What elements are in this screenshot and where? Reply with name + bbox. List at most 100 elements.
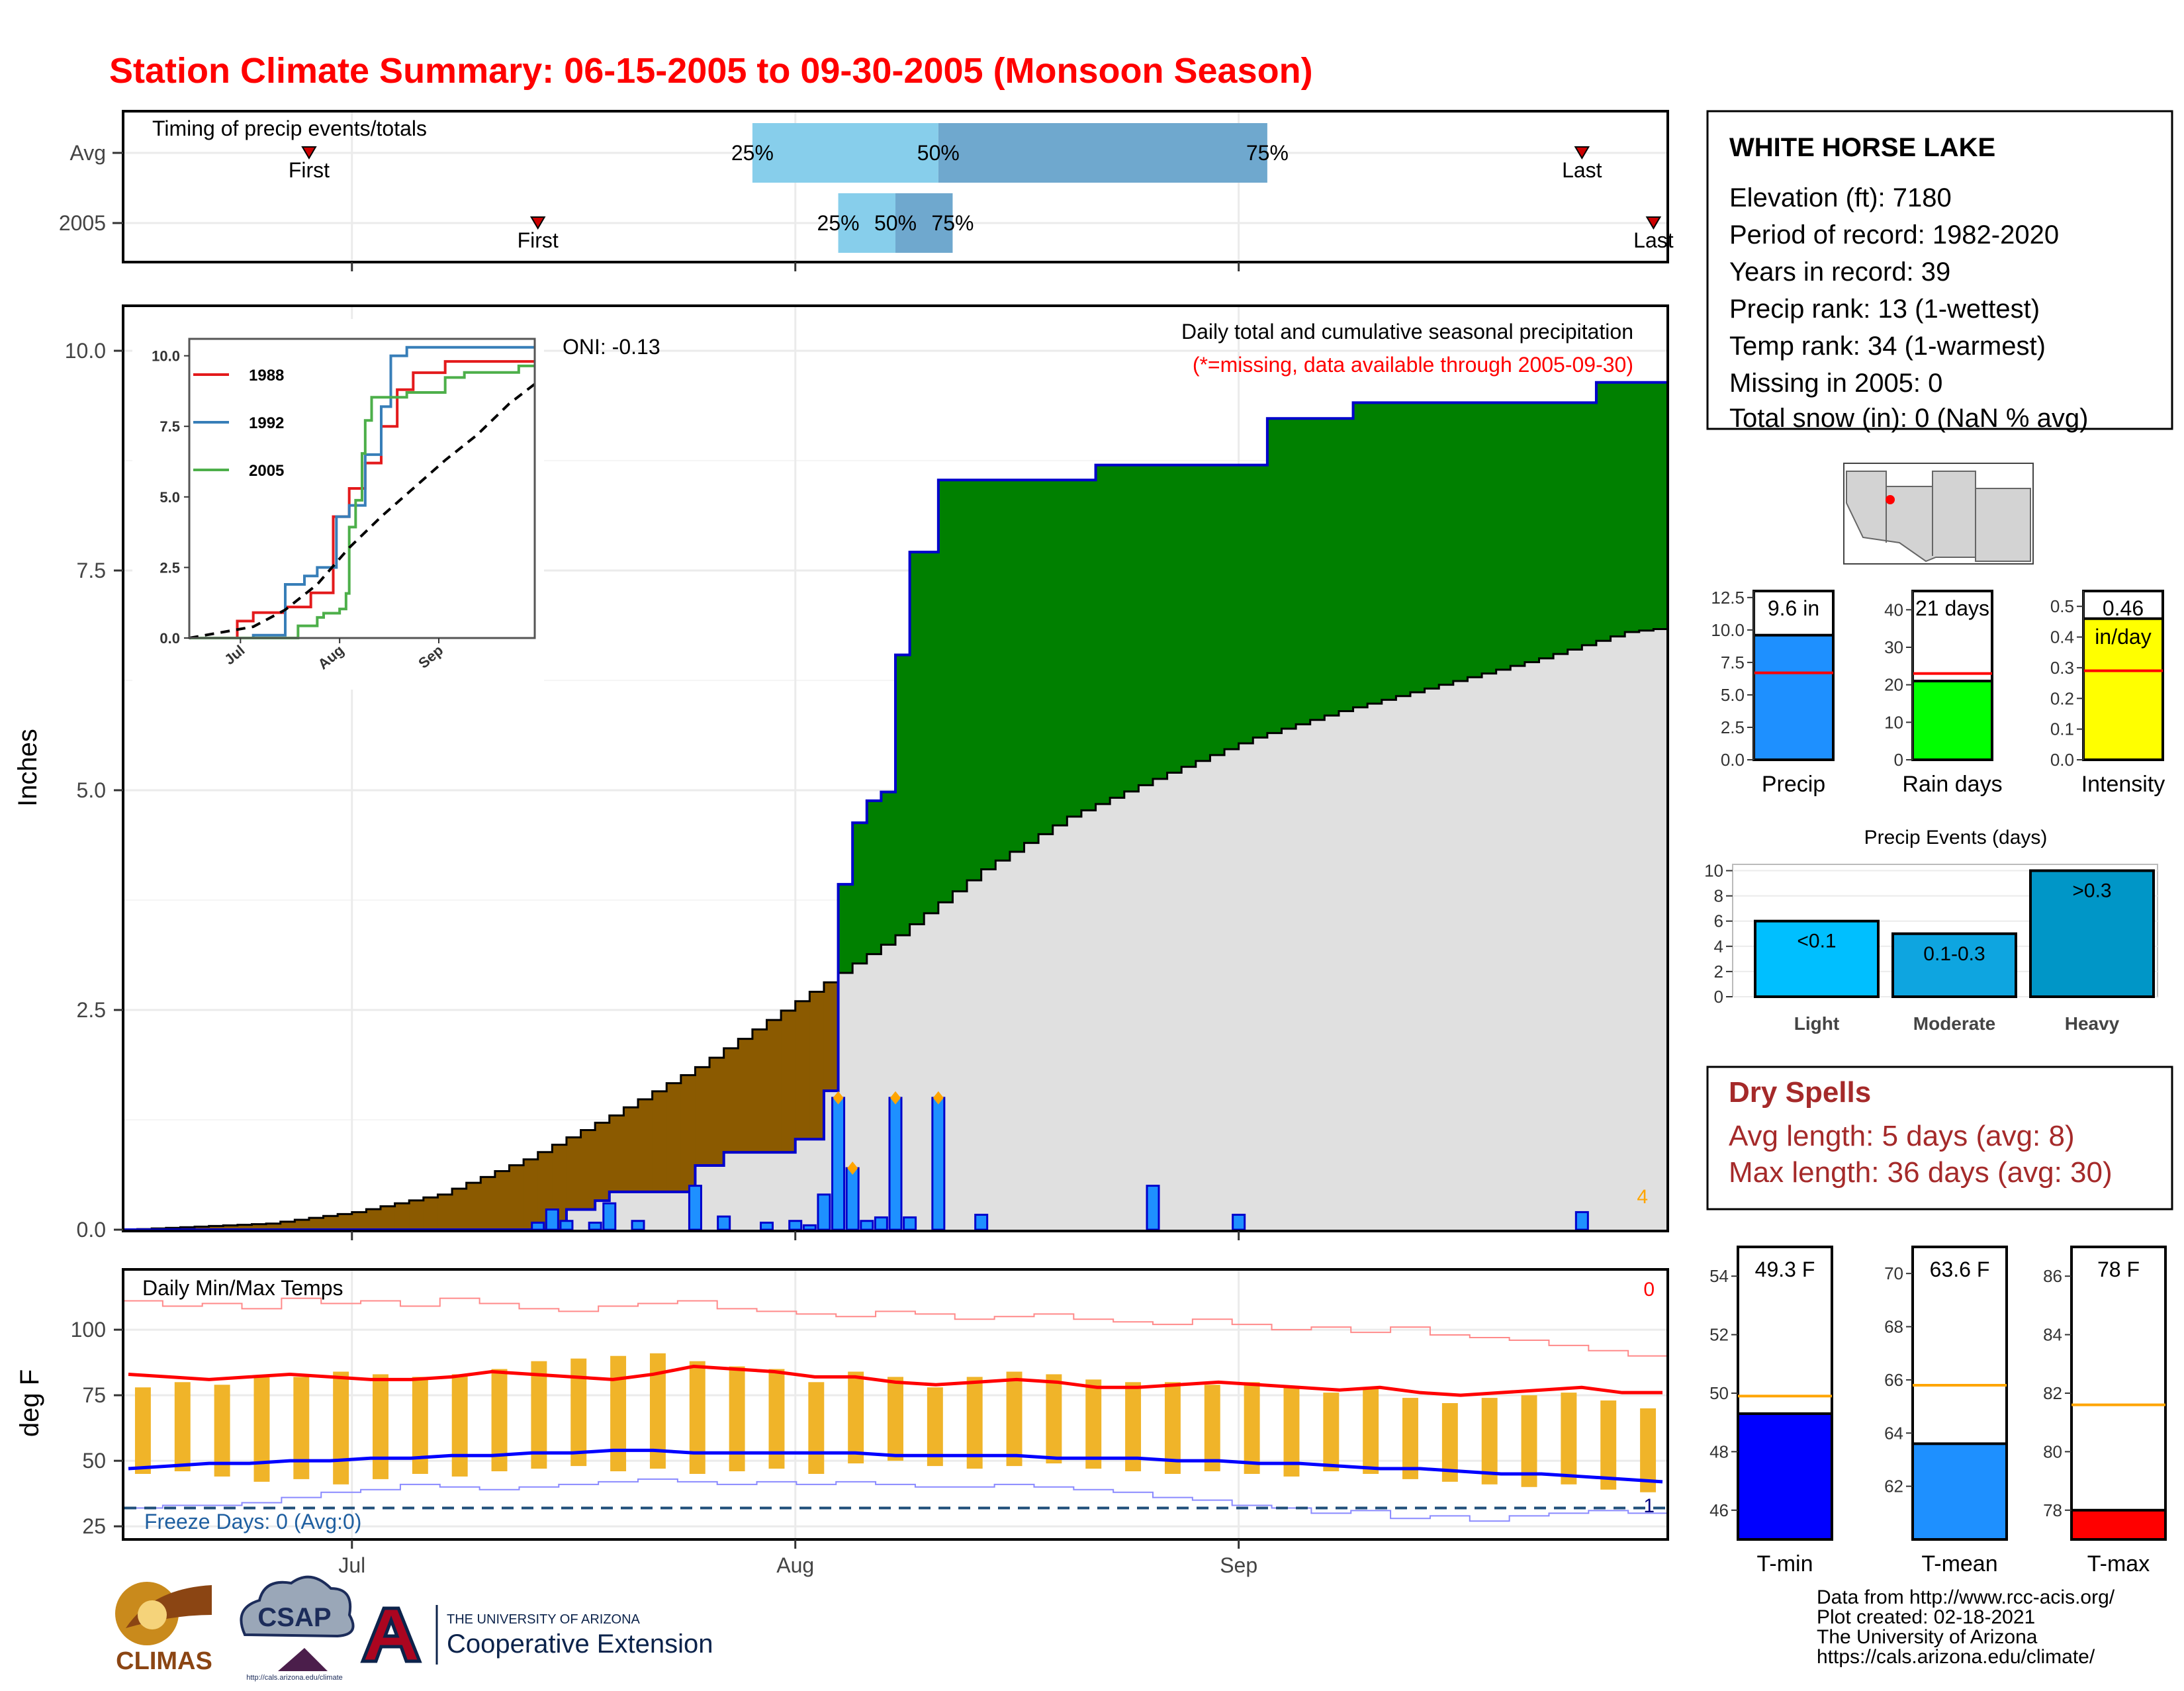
surplus-segment (1439, 402, 1454, 685)
summary-tick-label: 0 (1894, 750, 1903, 770)
deficit-segment (480, 1177, 496, 1230)
daily-temp-bar (1006, 1371, 1023, 1467)
summary-tick-label: 0.5 (2050, 596, 2074, 616)
station-line-temp-rank: Temp rank: 34 (1-warmest) (1729, 332, 2046, 361)
timing-percent-label: 50% (874, 211, 917, 235)
temp-summary-tick-label: 80 (2043, 1441, 2062, 1461)
surplus-segment (881, 792, 896, 945)
deficit-segment (566, 1137, 582, 1210)
deficit-segment (723, 1048, 739, 1153)
temp-y-tick-label: 75 (82, 1383, 106, 1407)
deficit-segment (381, 1206, 396, 1230)
temp-summary-tick-label: 82 (2043, 1383, 2062, 1403)
footer-credits: Data from http://www.rcc-acis.org/ Plot … (1817, 1586, 2115, 1668)
daily-temp-bar (689, 1361, 705, 1474)
daily-temp-bar (887, 1377, 903, 1461)
daily-precip-bar (545, 1208, 559, 1231)
daily-temp-bar (768, 1369, 785, 1469)
inset-legend-label: 1988 (249, 367, 284, 385)
surplus-segment (909, 552, 925, 925)
station-name: WHITE HORSE LAKE (1729, 133, 1995, 162)
inset-legend: 1988 1992 2005 (193, 367, 284, 480)
daily-temp-bar (729, 1366, 745, 1472)
temp-summary-value-label: 49.3 F (1755, 1257, 1815, 1281)
summary-tick-label: 30 (1884, 637, 1903, 657)
flag-marker-icon (933, 1091, 944, 1105)
deficit-segment (323, 1216, 338, 1230)
summary-tick-label: 10.0 (1711, 620, 1745, 640)
deficit-segment (609, 1115, 624, 1192)
surplus-segment (1524, 402, 1539, 663)
deficit-segment (351, 1212, 367, 1230)
surplus-segment (1267, 418, 1282, 733)
surplus-segment (1138, 465, 1154, 786)
precip-events-title: Precip Events (days) (1864, 827, 2048, 848)
surplus-segment (1224, 465, 1240, 750)
daily-temp-bar (808, 1382, 825, 1474)
precip-events-chart: Precip Events (days) <0.1 Light 0.1-0.3 Mod… (1704, 827, 2158, 1034)
surplus-segment (1539, 402, 1554, 659)
average-cumulative-line (123, 627, 1669, 1231)
deficit-segment (738, 1038, 753, 1153)
timing-row-label: 2005 (59, 211, 106, 235)
temp-plot-area (123, 1297, 1668, 1522)
timing-percent-label: 25% (817, 211, 860, 235)
surplus-segment (866, 800, 882, 954)
average-cumulative-area (123, 627, 1668, 1230)
precip-events-plot: <0.1 Light 0.1-0.3 Moderate >0.3 Heavy 0 2 4 6 8 10 (1704, 861, 2158, 1034)
temp-summary-tick-label: 62 (1884, 1477, 1903, 1496)
precip-events-tick-label: 8 (1714, 886, 1723, 906)
surplus-segment (1310, 418, 1325, 720)
daily-temp-bar (1481, 1398, 1498, 1485)
temp-summary-category: T-mean (1921, 1551, 1997, 1577)
summary-tick-label: 0.4 (2050, 627, 2074, 647)
timing-marker-icon (1574, 146, 1590, 160)
surplus-segment (1124, 465, 1139, 792)
climas-logo: CLIMAS (115, 1582, 212, 1675)
station-info-frame (1706, 110, 2173, 430)
csap-wordmark: CSAP (257, 1603, 331, 1632)
deficit-segment (280, 1221, 295, 1230)
deficit-segment (338, 1214, 353, 1230)
timing-bar-50-75 (938, 123, 1267, 183)
deficit-segment (251, 1224, 267, 1230)
temp-y-axis-title: deg F (15, 1369, 44, 1437)
surplus-segment (1253, 465, 1268, 738)
timing-marker-label: Last (1633, 228, 1674, 252)
logos: CLIMAS CSAP http://cals.arizona.edu/clim… (115, 1575, 713, 1682)
station-line-elevation: Elevation (ft): 7180 (1729, 183, 1952, 212)
inset-y-tick-label: 7.5 (159, 418, 180, 435)
daily-temp-bar (966, 1377, 983, 1469)
daily-temp-bar (1521, 1395, 1537, 1487)
temp-summary-tick-label: 68 (1884, 1317, 1903, 1337)
deficit-segment (809, 991, 825, 1140)
timing-percent-label: 50% (917, 141, 960, 165)
daily-precip-bar (602, 1202, 617, 1231)
surplus-segment (938, 480, 953, 903)
precip-events-bar-label: >0.3 (2072, 880, 2111, 902)
state-outlines (1846, 471, 2031, 563)
inset-series-line (189, 345, 535, 639)
station-line-snow: Total snow (in): 0 (NaN % avg) (1729, 404, 2088, 433)
precip-panel: 0.0 2.5 5.0 7.5 10.0 Inches Daily total and … (13, 304, 1669, 1242)
precip-y-axis-title: Inches (13, 729, 42, 807)
surplus-segment (1081, 480, 1097, 811)
summary-tick-label: 40 (1884, 600, 1903, 619)
daily-precip-bar (717, 1215, 731, 1231)
flag-marker-icon (833, 1091, 844, 1105)
inset-frame (188, 338, 536, 639)
surplus-segment (852, 823, 868, 964)
csap-mountain-icon (278, 1648, 328, 1671)
daily-precip-bar (817, 1193, 831, 1231)
temp-summary-value-label: 63.6 F (1930, 1257, 1990, 1281)
precip-y-axis: 0.0 2.5 5.0 7.5 10.0 (65, 339, 123, 1242)
summary-tick-label: 0.2 (2050, 688, 2074, 708)
temp-y-tick-label: 50 (82, 1449, 106, 1473)
inset-background (132, 319, 544, 690)
precip-y-tick-label: 7.5 (77, 559, 106, 582)
daily-precip-bar (974, 1213, 989, 1231)
temp-summary-tick-label: 50 (1709, 1383, 1729, 1403)
summary-tick-label: 0.0 (2050, 750, 2074, 770)
deficit-segment (709, 1058, 725, 1166)
